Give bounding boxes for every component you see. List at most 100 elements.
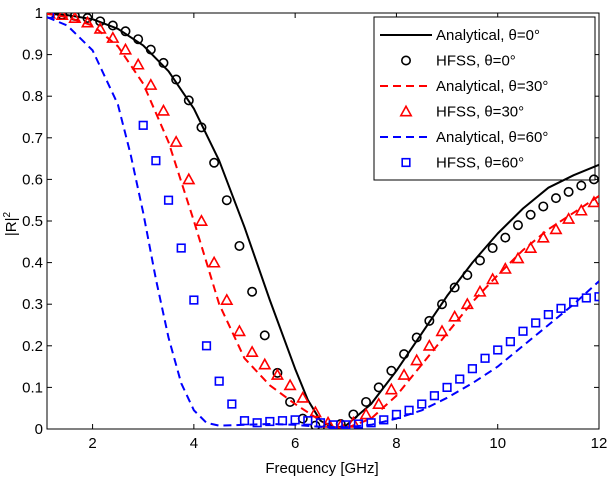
data-point-5 <box>493 345 503 355</box>
data-point-3 <box>296 390 310 403</box>
data-point-5 <box>556 303 566 313</box>
data-point-3 <box>80 15 95 28</box>
data-point-3 <box>144 78 158 90</box>
data-point-3 <box>283 378 297 391</box>
data-point-1 <box>234 240 245 251</box>
legend-label: HFSS, θ=0° <box>436 53 516 70</box>
data-point-3 <box>460 297 474 310</box>
data-point-1 <box>158 57 169 68</box>
data-point-3 <box>511 251 525 264</box>
data-point-5 <box>214 376 224 386</box>
data-point-1 <box>449 282 460 293</box>
x-axis-label: Frequency [GHz] <box>265 460 378 477</box>
data-point-3 <box>562 212 576 224</box>
data-point-1 <box>500 232 511 243</box>
data-point-3 <box>498 261 512 274</box>
data-point-3 <box>549 222 563 235</box>
data-point-1 <box>462 270 473 281</box>
data-point-3 <box>397 368 411 380</box>
data-point-5 <box>328 420 338 429</box>
data-point-3 <box>359 407 373 420</box>
data-point-1 <box>399 349 410 360</box>
data-point-5 <box>189 295 199 305</box>
legend: Analytical, θ=0° HFSS, θ=0° Analytical, θ=… <box>373 16 596 181</box>
data-point-3 <box>524 241 538 253</box>
data-point-3 <box>245 345 259 358</box>
data-point-3 <box>335 418 347 429</box>
data-point-5 <box>480 353 490 363</box>
data-point-3 <box>473 284 487 297</box>
data-point-3 <box>55 13 69 21</box>
series-line-4 <box>47 16 599 429</box>
data-point-3 <box>410 353 424 366</box>
data-point-1 <box>310 420 321 429</box>
data-point-5 <box>151 156 161 166</box>
data-point-3 <box>448 309 462 322</box>
legend-marker-sample <box>399 104 413 117</box>
data-point-1 <box>120 26 131 37</box>
data-point-1 <box>563 186 574 197</box>
y-tick-label: 0.3 <box>22 296 43 313</box>
data-point-1 <box>196 122 207 133</box>
data-point-3 <box>574 203 588 216</box>
data-point-1 <box>133 34 144 45</box>
y-tick-label: 0.5 <box>22 213 43 230</box>
data-point-3 <box>232 324 246 337</box>
data-point-5 <box>341 420 351 429</box>
data-point-5 <box>315 418 326 428</box>
data-point-1 <box>386 365 397 376</box>
legend-label: HFSS, θ=30° <box>436 104 524 121</box>
data-point-5 <box>176 243 186 253</box>
y-tick-label: 0.6 <box>22 171 43 188</box>
x-tick-label: 12 <box>591 435 608 452</box>
data-point-5 <box>353 419 364 429</box>
data-point-3 <box>182 172 196 185</box>
data-point-5 <box>518 326 528 336</box>
data-point-1 <box>437 299 448 310</box>
data-point-1 <box>145 44 156 55</box>
data-point-5 <box>303 416 313 426</box>
data-point-5 <box>417 399 427 409</box>
data-point-5 <box>569 297 579 307</box>
data-point-5 <box>531 318 541 328</box>
data-point-1 <box>373 382 384 393</box>
legend-label: Analytical, θ=30° <box>436 78 548 95</box>
data-point-5 <box>391 409 402 420</box>
legend-label: HFSS, θ=60° <box>436 155 524 172</box>
data-point-5 <box>404 405 414 415</box>
data-point-3 <box>68 13 82 23</box>
data-point-5 <box>594 292 599 302</box>
data-point-1 <box>474 255 485 266</box>
x-tick-label: 10 <box>489 435 506 452</box>
data-point-1 <box>171 74 182 85</box>
data-point-3 <box>106 31 120 43</box>
legend-label: Analytical, θ=0° <box>436 27 540 44</box>
data-point-1 <box>411 332 422 343</box>
data-point-1 <box>538 201 549 212</box>
y-axis-label: |R|2 <box>2 211 20 236</box>
data-point-1 <box>183 95 194 106</box>
data-point-1 <box>512 220 523 231</box>
data-point-1 <box>82 13 93 23</box>
data-point-5 <box>239 416 250 426</box>
y-tick-label: 0.1 <box>22 379 43 396</box>
data-point-3 <box>118 42 133 55</box>
y-tick-label: 0.2 <box>22 338 43 355</box>
legend-marker-sample <box>401 157 411 168</box>
data-point-3 <box>156 103 171 116</box>
data-point-3 <box>308 405 322 418</box>
data-point-5 <box>543 309 553 320</box>
data-point-3 <box>587 195 599 208</box>
data-point-3 <box>422 338 436 351</box>
data-point-5 <box>265 416 275 427</box>
series-line-0 <box>47 13 599 429</box>
data-point-3 <box>384 382 398 395</box>
data-point-5 <box>366 418 376 428</box>
series-layer <box>47 13 599 429</box>
data-point-1 <box>361 396 372 407</box>
data-point-3 <box>270 368 284 380</box>
data-point-3 <box>435 324 449 337</box>
data-point-5 <box>277 416 288 426</box>
data-point-3 <box>536 230 550 243</box>
data-point-1 <box>107 20 118 31</box>
